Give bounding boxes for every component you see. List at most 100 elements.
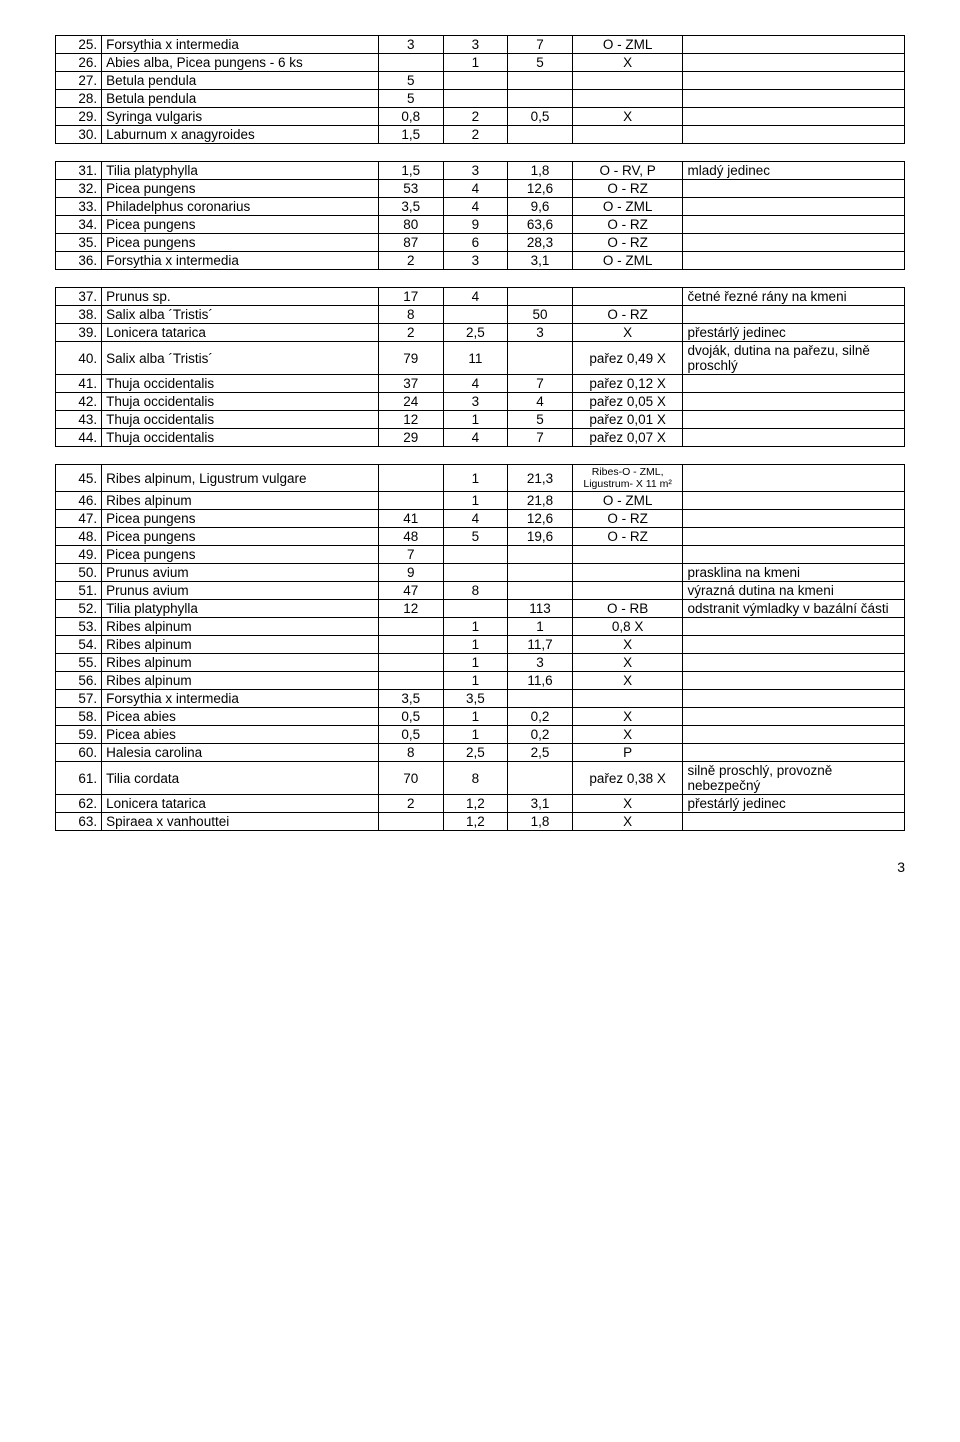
table-cell bbox=[572, 288, 683, 306]
table-cell bbox=[443, 72, 508, 90]
table-cell: 3 bbox=[508, 654, 573, 672]
table-cell: 25. bbox=[56, 36, 102, 54]
table-cell bbox=[443, 564, 508, 582]
table-cell bbox=[572, 582, 683, 600]
table-cell: Picea pungens bbox=[102, 180, 379, 198]
table-cell: 1 bbox=[443, 465, 508, 492]
table-cell: 2 bbox=[443, 108, 508, 126]
table-cell: Forsythia x intermedia bbox=[102, 252, 379, 270]
table-cell: přestárlý jedinec bbox=[683, 324, 905, 342]
table-cell: 49. bbox=[56, 546, 102, 564]
table-cell: 3 bbox=[443, 36, 508, 54]
table-cell: 3 bbox=[508, 324, 573, 342]
table-cell: 2,5 bbox=[508, 744, 573, 762]
data-table: 25.Forsythia x intermedia337O - ZML26.Ab… bbox=[55, 35, 905, 831]
table-cell: 9,6 bbox=[508, 198, 573, 216]
table-cell: pařez 0,12 X bbox=[572, 375, 683, 393]
table-cell: 12,6 bbox=[508, 510, 573, 528]
table-cell: 0,5 bbox=[378, 726, 443, 744]
table-cell: 41 bbox=[378, 510, 443, 528]
table-cell bbox=[683, 813, 905, 831]
table-cell: 7 bbox=[508, 36, 573, 54]
table-cell: Lonicera tatarica bbox=[102, 324, 379, 342]
table-cell: 34. bbox=[56, 216, 102, 234]
table-cell: četné řezné rány na kmeni bbox=[683, 288, 905, 306]
table-cell: O - RZ bbox=[572, 510, 683, 528]
table-row: 30.Laburnum x anagyroides1,52 bbox=[56, 126, 905, 144]
table-cell: Prunus avium bbox=[102, 564, 379, 582]
table-cell: 3 bbox=[378, 36, 443, 54]
table-row: 63.Spiraea x vanhouttei1,21,8X bbox=[56, 813, 905, 831]
table-cell: Picea pungens bbox=[102, 216, 379, 234]
table-cell: X bbox=[572, 813, 683, 831]
table-cell bbox=[683, 393, 905, 411]
table-cell: pařez 0,01 X bbox=[572, 411, 683, 429]
table-cell bbox=[683, 90, 905, 108]
table-cell bbox=[683, 465, 905, 492]
table-cell: 2 bbox=[378, 324, 443, 342]
table-cell: 29 bbox=[378, 429, 443, 447]
table-cell: 1,5 bbox=[378, 162, 443, 180]
table-cell bbox=[683, 546, 905, 564]
table-cell bbox=[572, 90, 683, 108]
table-cell bbox=[572, 690, 683, 708]
table-row: 54.Ribes alpinum111,7X bbox=[56, 636, 905, 654]
table-cell bbox=[683, 654, 905, 672]
table-cell bbox=[683, 180, 905, 198]
table-cell: 1 bbox=[443, 411, 508, 429]
table-cell: Salix alba ´Tristis´ bbox=[102, 306, 379, 324]
table-cell: 11 bbox=[443, 342, 508, 375]
table-cell bbox=[378, 618, 443, 636]
table-row bbox=[56, 144, 905, 162]
table-cell: 0,8 X bbox=[572, 618, 683, 636]
table-cell: X bbox=[572, 108, 683, 126]
table-cell bbox=[508, 582, 573, 600]
table-cell: O - RV, P bbox=[572, 162, 683, 180]
table-cell: 12 bbox=[378, 600, 443, 618]
table-cell: Thuja occidentalis bbox=[102, 429, 379, 447]
table-cell: pařez 0,38 X bbox=[572, 762, 683, 795]
table-cell: 26. bbox=[56, 54, 102, 72]
table-row: 34.Picea pungens80963,6O - RZ bbox=[56, 216, 905, 234]
table-cell: P bbox=[572, 744, 683, 762]
table-cell bbox=[508, 72, 573, 90]
table-cell: 3,5 bbox=[378, 690, 443, 708]
table-cell: 40. bbox=[56, 342, 102, 375]
table-cell: Thuja occidentalis bbox=[102, 411, 379, 429]
table-cell: Ribes alpinum bbox=[102, 618, 379, 636]
table-cell: 37 bbox=[378, 375, 443, 393]
table-cell: Tilia platyphylla bbox=[102, 600, 379, 618]
table-row: 36.Forsythia x intermedia233,1O - ZML bbox=[56, 252, 905, 270]
table-cell: Picea pungens bbox=[102, 234, 379, 252]
table-cell: 46. bbox=[56, 492, 102, 510]
table-cell: 8 bbox=[443, 762, 508, 795]
table-cell: 1,8 bbox=[508, 162, 573, 180]
table-cell: Ribes alpinum bbox=[102, 492, 379, 510]
table-row: 50.Prunus avium9prasklina na kmeni bbox=[56, 564, 905, 582]
table-cell: O - RZ bbox=[572, 180, 683, 198]
table-cell: Spiraea x vanhouttei bbox=[102, 813, 379, 831]
table-cell: O - RZ bbox=[572, 234, 683, 252]
table-cell: Picea abies bbox=[102, 726, 379, 744]
table-cell: 27. bbox=[56, 72, 102, 90]
table-cell: 2,5 bbox=[443, 324, 508, 342]
table-cell: Picea pungens bbox=[102, 510, 379, 528]
table-cell bbox=[683, 744, 905, 762]
table-cell: 5 bbox=[508, 411, 573, 429]
table-cell: 41. bbox=[56, 375, 102, 393]
table-cell bbox=[378, 813, 443, 831]
table-cell: 4 bbox=[443, 288, 508, 306]
table-row: 56.Ribes alpinum111,6X bbox=[56, 672, 905, 690]
table-cell bbox=[572, 126, 683, 144]
table-cell: 47 bbox=[378, 582, 443, 600]
table-cell: 44. bbox=[56, 429, 102, 447]
table-cell bbox=[508, 546, 573, 564]
table-cell: Forsythia x intermedia bbox=[102, 690, 379, 708]
table-cell: 7 bbox=[508, 429, 573, 447]
table-cell: 2,5 bbox=[443, 744, 508, 762]
table-cell: 35. bbox=[56, 234, 102, 252]
table-cell: 48. bbox=[56, 528, 102, 546]
table-cell: 1 bbox=[443, 618, 508, 636]
table-cell: 1 bbox=[508, 618, 573, 636]
table-cell: Laburnum x anagyroides bbox=[102, 126, 379, 144]
